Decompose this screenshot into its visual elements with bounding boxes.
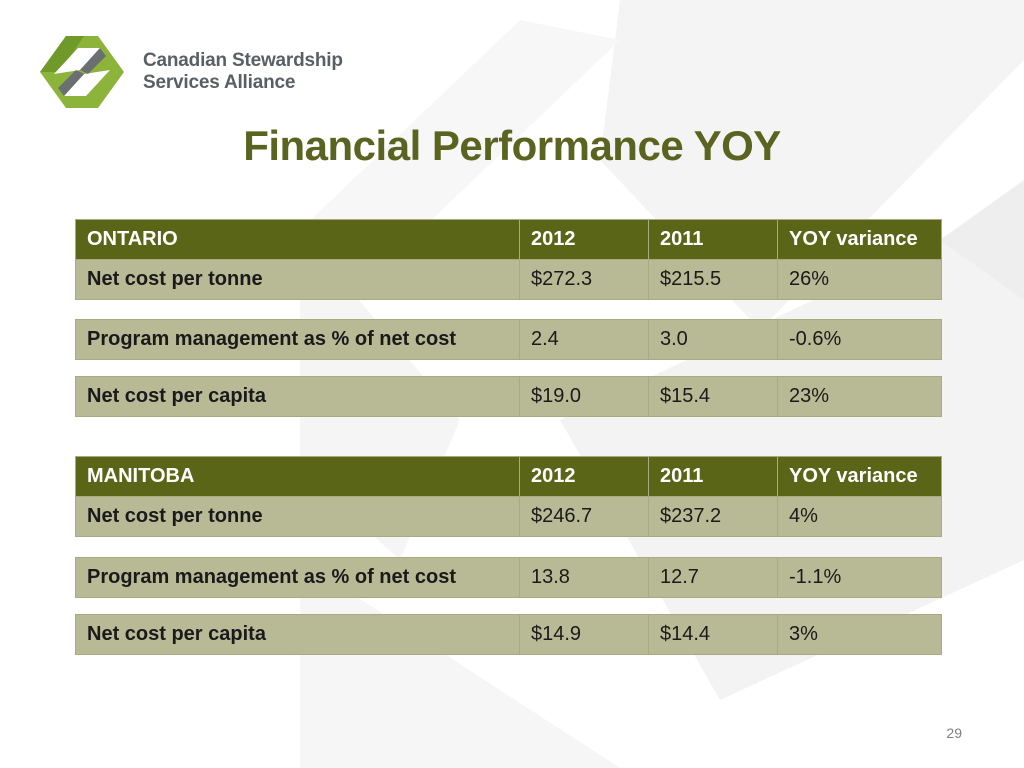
cell-2011: $215.5 <box>648 259 778 300</box>
row-label: Net cost per capita <box>75 376 520 417</box>
organization-logo: Canadian Stewardship Services Alliance <box>40 34 380 112</box>
manitoba-per-capita-table: Net cost per capita $14.9 $14.4 3% <box>75 614 942 655</box>
cell-2011: $237.2 <box>648 496 778 537</box>
table-header-row: MANITOBA 2012 2011 YOY variance <box>75 456 942 497</box>
header-year-2012: 2012 <box>519 456 649 497</box>
cell-2012: $14.9 <box>519 614 649 655</box>
csa-logo-icon <box>40 36 124 108</box>
manitoba-program-management-table: Program management as % of net cost 13.8… <box>75 557 942 598</box>
cell-2011: 3.0 <box>648 319 778 360</box>
table-row: Net cost per tonne $246.7 $237.2 4% <box>75 496 942 537</box>
ontario-per-capita-table: Net cost per capita $19.0 $15.4 23% <box>75 376 942 417</box>
ontario-program-management-table: Program management as % of net cost 2.4 … <box>75 319 942 360</box>
slide-title: Financial Performance YOY <box>243 122 781 169</box>
cell-2012: $246.7 <box>519 496 649 537</box>
manitoba-header-table: MANITOBA 2012 2011 YOY variance Net cost… <box>75 456 942 537</box>
cell-2011: $14.4 <box>648 614 778 655</box>
logo-text-line2: Services Alliance <box>143 72 296 93</box>
cell-variance: 23% <box>777 376 942 417</box>
header-variance: YOY variance <box>777 219 942 260</box>
table-row: Net cost per capita $19.0 $15.4 23% <box>75 376 942 417</box>
cell-2011: 12.7 <box>648 557 778 598</box>
row-label: Net cost per capita <box>75 614 520 655</box>
cell-2012: $272.3 <box>519 259 649 300</box>
table-row: Program management as % of net cost 13.8… <box>75 557 942 598</box>
header-year-2011: 2011 <box>648 219 778 260</box>
logo-text-line1: Canadian Stewardship <box>143 50 343 71</box>
table-row: Net cost per capita $14.9 $14.4 3% <box>75 614 942 655</box>
page-number: 29 <box>946 725 962 741</box>
row-label: Net cost per tonne <box>75 496 520 537</box>
header-year-2012: 2012 <box>519 219 649 260</box>
ontario-header-table: ONTARIO 2012 2011 YOY variance Net cost … <box>75 219 942 300</box>
table-row: Net cost per tonne $272.3 $215.5 26% <box>75 259 942 300</box>
header-region: MANITOBA <box>75 456 520 497</box>
row-label: Program management as % of net cost <box>75 557 520 598</box>
table-header-row: ONTARIO 2012 2011 YOY variance <box>75 219 942 260</box>
cell-variance: 4% <box>777 496 942 537</box>
cell-2012: 13.8 <box>519 557 649 598</box>
cell-variance: -0.6% <box>777 319 942 360</box>
row-label: Net cost per tonne <box>75 259 520 300</box>
cell-variance: 3% <box>777 614 942 655</box>
header-variance: YOY variance <box>777 456 942 497</box>
cell-2012: 2.4 <box>519 319 649 360</box>
table-row: Program management as % of net cost 2.4 … <box>75 319 942 360</box>
cell-2012: $19.0 <box>519 376 649 417</box>
row-label: Program management as % of net cost <box>75 319 520 360</box>
header-region: ONTARIO <box>75 219 520 260</box>
cell-2011: $15.4 <box>648 376 778 417</box>
header-year-2011: 2011 <box>648 456 778 497</box>
cell-variance: -1.1% <box>777 557 942 598</box>
cell-variance: 26% <box>777 259 942 300</box>
logo-wordmark: Canadian Stewardship Services Alliance <box>143 50 343 94</box>
